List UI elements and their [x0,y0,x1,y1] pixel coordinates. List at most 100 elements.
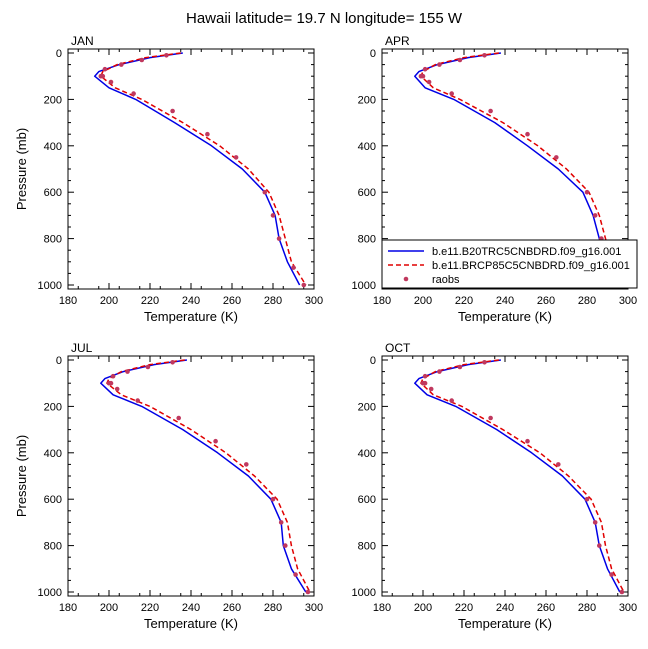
legend-marker-raobs [403,276,409,282]
raobs-point [131,91,136,96]
panel-label: JUL [71,341,93,355]
raobs-point [135,398,140,403]
y-tick-label: 400 [44,448,62,460]
x-tick-label: 280 [264,295,282,307]
raobs-point [488,108,493,114]
raobs-point [422,66,428,72]
raobs-point [457,364,463,370]
series-line-brcp85 [420,359,625,593]
series-line-b20trc [93,52,301,286]
raobs-point [426,79,432,85]
x-tick-label: 220 [141,295,159,307]
raobs-point [170,108,175,114]
figure-title: Hawaii latitude= 19.7 N longitude= 155 W [186,10,463,27]
panel-label: OCT [385,341,411,355]
y-tick-label: 0 [56,48,62,60]
x-tick-label: 200 [414,295,432,307]
x-tick-label: 240 [496,602,514,614]
y-tick-label: 0 [370,355,376,367]
x-axis-title: Temperature (K) [458,616,552,631]
panel-apr: APR 180 200 220 240 260 280 300 0 200 400 600 800 100… [352,34,638,324]
series-line-brcp85 [106,359,311,593]
raobs-point [525,131,530,137]
raobs-point [449,91,455,96]
x-tick-label: 180 [373,602,391,614]
raobs-point [488,415,493,421]
x-tick-label: 280 [264,602,282,614]
y-tick-label: 600 [44,187,62,199]
raobs-point [108,79,114,85]
series-line-brcp85 [420,52,623,286]
raobs-point [139,57,145,63]
x-tick-label: 300 [305,295,323,307]
y-tick-label: 400 [358,141,376,153]
raobs-point [592,213,598,218]
raobs-point [110,373,116,379]
raobs-point [482,360,487,365]
panel-jan: JAN 180 200 220 240 260 280 300 0 200 400 600 800 100… [14,34,323,324]
panel-label: APR [385,34,410,48]
x-tick-label: 260 [537,295,555,307]
x-tick-label: 220 [455,295,473,307]
x-tick-label: 220 [141,602,159,614]
plot-frame [381,355,629,597]
x-tick-label: 240 [496,295,514,307]
series-line-b20trc [414,359,621,593]
raobs-point [449,398,455,403]
x-tick-label: 220 [455,602,473,614]
raobs-point [233,155,239,160]
x-axis-title: Temperature (K) [458,309,552,324]
raobs-point [205,131,210,137]
raobs-point [609,572,614,577]
raobs-point [108,380,114,386]
y-tick-label: 1000 [352,280,376,292]
y-tick-label: 800 [44,541,62,553]
raobs-point [584,189,590,195]
raobs-point [213,438,218,444]
y-tick-label: 600 [44,494,62,506]
series-line-brcp85 [100,52,307,286]
series-line-b20trc [100,359,307,593]
raobs-point [301,282,307,288]
raobs-point [556,462,561,467]
raobs-point [437,62,442,67]
legend: b.e11.B20TRC5CNBDRD.f09_g16.001 b.e11.BRC… [381,239,638,289]
raobs-point [276,236,282,241]
x-tick-label: 260 [537,602,555,614]
legend-box [381,239,638,289]
x-tick-label: 300 [619,295,637,307]
raobs-point [482,53,487,58]
raobs-point [102,66,108,72]
raobs-point [428,386,434,392]
raobs-point [619,589,625,595]
x-tick-label: 180 [59,295,77,307]
y-tick-label: 800 [358,541,376,553]
x-axis-title: Temperature (K) [144,309,238,324]
raobs-point [592,520,598,525]
x-tick-label: 180 [59,602,77,614]
raobs-point [422,373,428,379]
raobs-point [114,386,120,392]
legend-label: b.e11.BRCP85C5CNBDRD.f09_g16.001 [432,260,630,272]
raobs-point [170,360,175,365]
panel-label: JAN [71,34,94,48]
x-tick-label: 200 [100,295,118,307]
raobs-point [457,57,463,63]
raobs-point [584,496,590,502]
y-tick-label: 400 [44,141,62,153]
y-tick-label: 200 [44,401,62,413]
raobs-point [293,572,298,577]
y-tick-label: 200 [44,94,62,106]
raobs-point [125,369,130,374]
raobs-point [278,520,284,525]
legend-entry: b.e11.B20TRC5CNBDRD.f09_g16.001 [388,246,621,258]
x-tick-label: 300 [619,602,637,614]
y-tick-label: 0 [56,355,62,367]
x-tick-label: 300 [305,602,323,614]
x-tick-label: 260 [223,295,241,307]
raobs-point [525,438,530,444]
legend-entry: b.e11.BRCP85C5CNBDRD.f09_g16.001 [388,260,630,272]
raobs-point [420,73,426,79]
raobs-point [422,380,428,386]
